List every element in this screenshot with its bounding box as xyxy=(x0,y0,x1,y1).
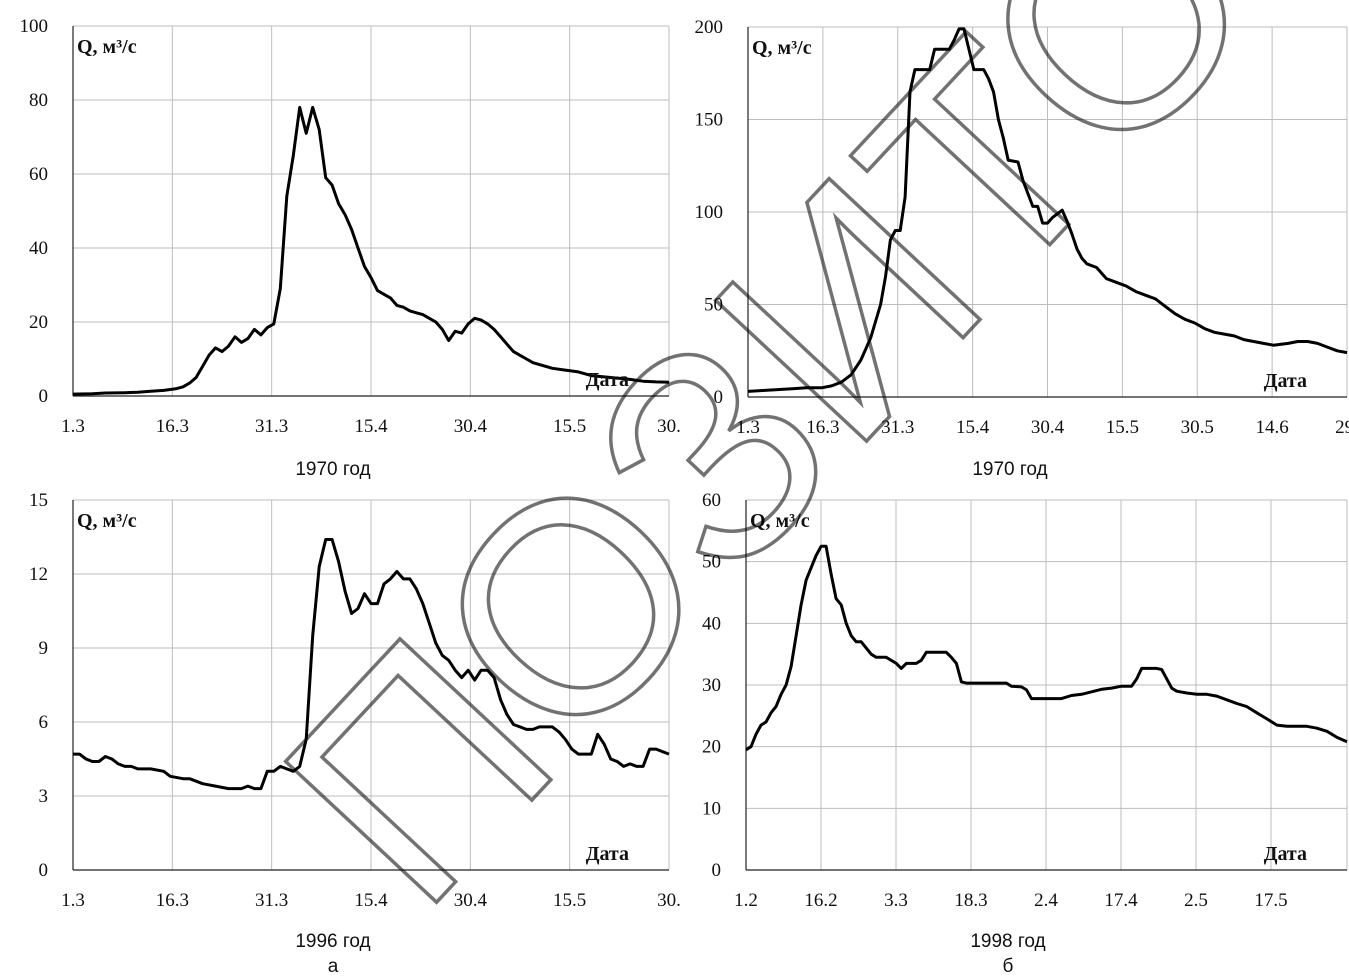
chart-caption: 1996 год xyxy=(295,931,370,952)
x-tick-label: 17.5 xyxy=(1254,890,1287,911)
x-tick-label: 30. xyxy=(657,890,681,911)
y-axis-label: Q, м³/с xyxy=(77,510,137,532)
y-tick-label: 15 xyxy=(29,490,48,511)
chart-caption: 1970 год xyxy=(972,459,1047,480)
x-tick-label: 15.4 xyxy=(354,416,388,437)
series-line xyxy=(745,544,1348,752)
x-tick-label: 16.3 xyxy=(156,416,189,437)
series-line xyxy=(73,538,670,791)
y-tick-label: 0 xyxy=(714,387,724,408)
y-tick-label: 100 xyxy=(695,202,724,223)
x-tick-label: 15.5 xyxy=(553,416,586,437)
series-line xyxy=(72,105,670,396)
x-tick-label: 31.3 xyxy=(255,890,288,911)
x-tick-label: 15.5 xyxy=(1106,417,1139,438)
y-tick-label: 50 xyxy=(702,552,721,573)
x-axis-label: Дата xyxy=(586,369,629,391)
y-axis-label: Q, м³/с xyxy=(77,36,137,58)
y-tick-label: 20 xyxy=(702,737,721,758)
x-tick-label: 1.2 xyxy=(734,890,758,911)
x-tick-label: 16.3 xyxy=(156,890,189,911)
y-tick-label: 150 xyxy=(695,110,724,131)
chart-panel-1: 0 20 40 60 80 100 1.3 16.3 31.3 15.4 30.4 15.5 30. Q,… xyxy=(20,16,681,480)
x-tick-label: 31.3 xyxy=(881,417,914,438)
y-tick-label: 40 xyxy=(702,613,721,634)
y-tick-label: 60 xyxy=(29,164,48,185)
x-tick-label: 29. xyxy=(1335,417,1349,438)
y-tick-label: 100 xyxy=(20,16,49,37)
x-tick-label: 15.4 xyxy=(956,417,990,438)
y-tick-label: 10 xyxy=(702,798,721,819)
y-tick-label: 0 xyxy=(712,860,722,881)
y-tick-label: 30 xyxy=(702,675,721,696)
y-tick-label: 0 xyxy=(39,386,49,407)
x-tick-label: 30.4 xyxy=(454,890,488,911)
y-tick-label: 60 xyxy=(702,490,721,511)
x-axis-label: Дата xyxy=(1264,370,1307,392)
x-tick-label: 3.3 xyxy=(884,890,908,911)
x-tick-label: 30.4 xyxy=(1031,417,1065,438)
y-tick-label: 3 xyxy=(39,786,49,807)
x-tick-label: 17.4 xyxy=(1104,890,1138,911)
x-tick-label: 16.2 xyxy=(804,890,837,911)
x-tick-label: 31.3 xyxy=(255,416,288,437)
x-tick-label: 2.5 xyxy=(1184,890,1208,911)
y-tick-label: 50 xyxy=(704,295,723,316)
y-tick-label: 20 xyxy=(29,312,48,333)
x-tick-label: 30.4 xyxy=(454,416,488,437)
y-tick-label: 12 xyxy=(29,564,48,585)
watermark: ПОЗИТОРИЙ БРГ xyxy=(221,0,1349,964)
chart-sublabel: б xyxy=(1003,956,1014,976)
x-tick-label: 18.3 xyxy=(954,890,987,911)
chart-panel-2: 0 50 100 150 200 1.3 16.3 31.3 15.4 30.4 15.5 30.5 1… xyxy=(695,17,1349,480)
x-tick-label: 30. xyxy=(657,416,681,437)
y-tick-label: 80 xyxy=(29,90,48,111)
chart-sublabel: а xyxy=(328,956,339,976)
chart-panel-4: 0 10 20 30 40 50 60 1.2 16.2 3.3 18.3 2.4 17.4 2.5 17.… xyxy=(702,490,1348,976)
x-axis-label: Дата xyxy=(586,843,629,865)
chart-caption: 1970 год xyxy=(295,459,370,480)
x-tick-label: 1.3 xyxy=(61,416,85,437)
y-tick-label: 200 xyxy=(695,17,724,38)
x-axis-label: Дата xyxy=(1264,843,1307,865)
y-tick-label: 0 xyxy=(39,860,49,881)
x-tick-label: 14.6 xyxy=(1256,417,1289,438)
chart-panel-3: 0 3 6 9 12 15 1.3 16.3 31.3 15.4 30.4 15.5 30. Q, м³/… xyxy=(29,490,681,976)
y-tick-label: 9 xyxy=(39,638,49,659)
x-tick-label: 15.4 xyxy=(354,890,388,911)
x-tick-label: 1.3 xyxy=(736,417,760,438)
x-tick-label: 15.5 xyxy=(553,890,586,911)
x-tick-label: 2.4 xyxy=(1034,890,1058,911)
y-axis-label: Q, м³/с xyxy=(752,37,812,59)
series-line xyxy=(747,27,1348,393)
x-tick-label: 16.3 xyxy=(806,417,839,438)
x-tick-label: 30.5 xyxy=(1181,417,1214,438)
y-axis-label: Q, м³/с xyxy=(750,510,810,532)
chart-caption: 1998 год xyxy=(970,931,1045,952)
y-tick-label: 40 xyxy=(29,238,48,259)
y-tick-label: 6 xyxy=(39,712,49,733)
x-tick-label: 1.3 xyxy=(61,890,85,911)
